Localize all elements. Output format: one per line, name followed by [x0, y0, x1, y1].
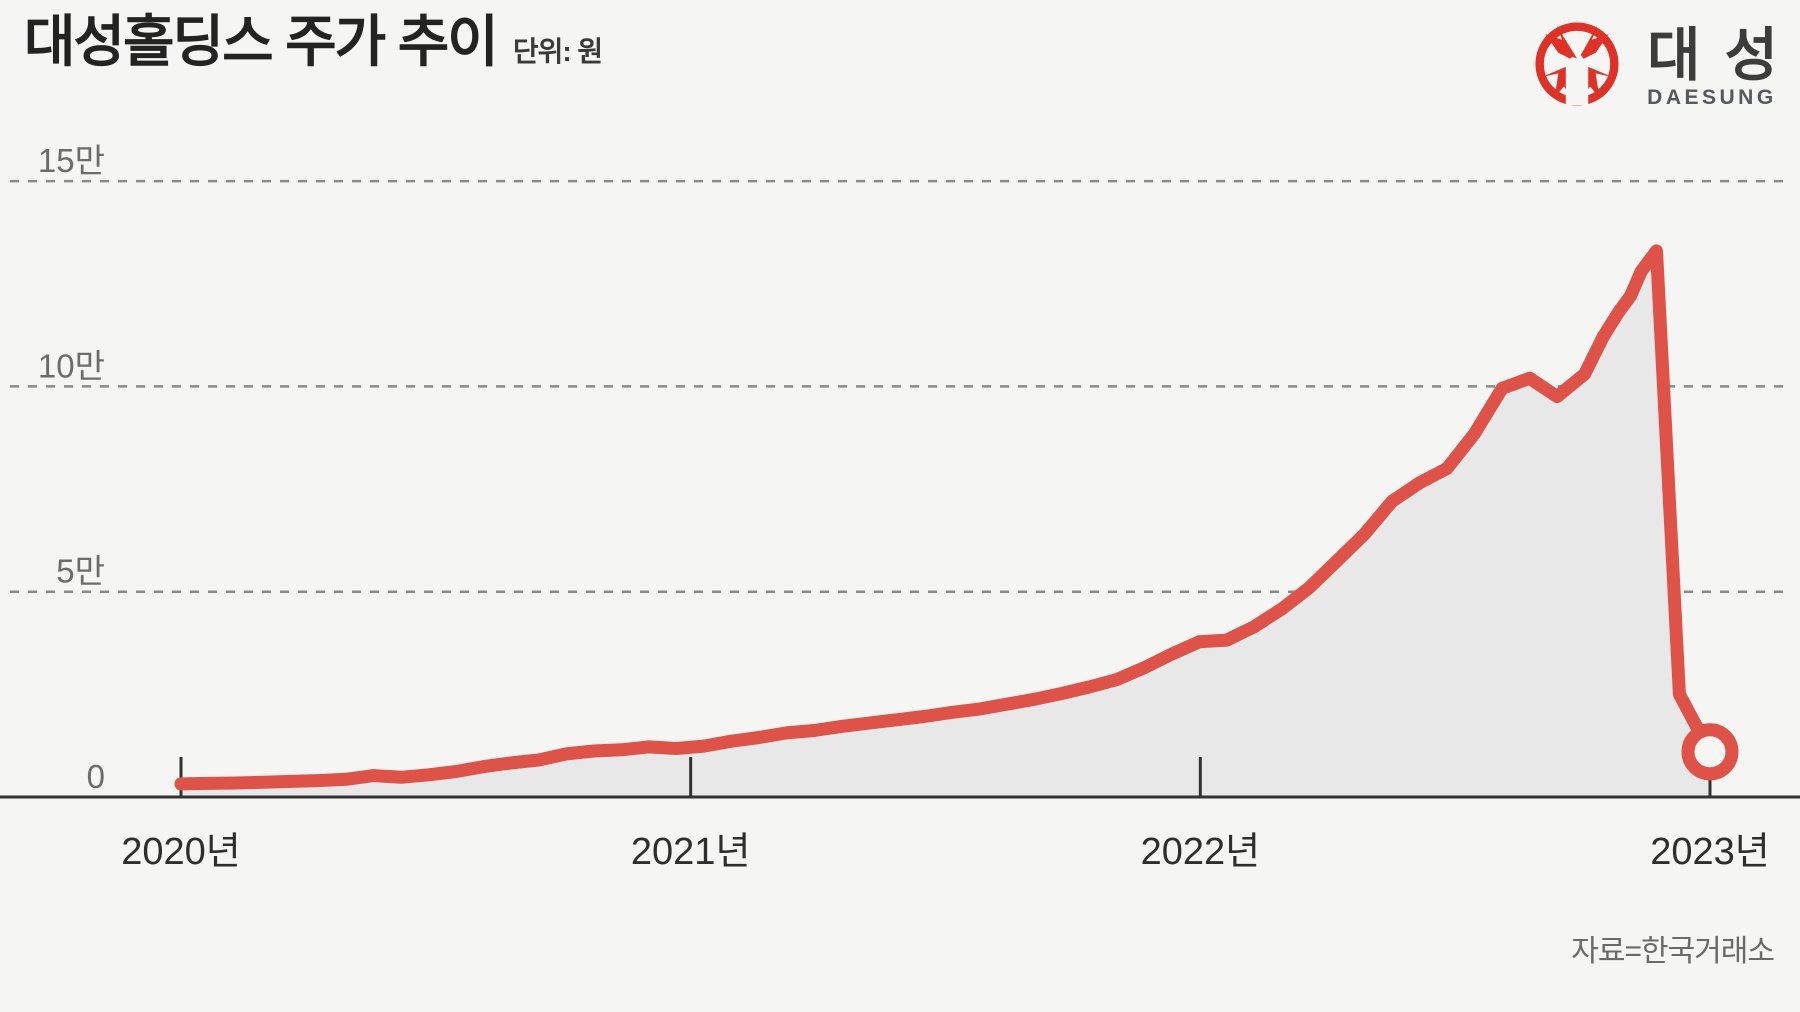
x-tick-label: 2021년	[631, 831, 751, 873]
logo-name-ko: 대 성	[1647, 22, 1782, 88]
y-tick-label: 15만	[38, 142, 105, 179]
logo-name-en: DAESUNG	[1647, 86, 1777, 110]
chart-canvas: 0 5만 10만 15만 2020년 2021년 2022년 2023년	[0, 140, 1800, 930]
y-tick-label: 0	[87, 758, 105, 795]
x-axis-labels-group: 2020년 2021년 2022년 2023년	[121, 831, 1770, 873]
logo-text-block: 대 성 DAESUNG	[1647, 20, 1782, 108]
chart-header: 대성홀딩스 주가 추이 단위: 원 대 성 DAESUNG	[0, 0, 1800, 140]
page-title: 대성홀딩스 주가 추이	[24, 10, 499, 73]
price-area-fill	[181, 250, 1710, 797]
x-tick-label: 2022년	[1141, 831, 1261, 873]
daesung-mark-icon	[1535, 22, 1619, 106]
end-point-marker	[1681, 723, 1739, 781]
unit-label: 단위: 원	[512, 36, 603, 67]
source-note: 자료=한국거래소	[1571, 935, 1775, 968]
x-tick-label: 2020년	[121, 831, 241, 873]
y-tick-label: 10만	[38, 347, 105, 384]
stock-price-area-chart: 0 5만 10만 15만 2020년 2021년 2022년 2023년	[0, 142, 1800, 873]
title-block: 대성홀딩스 주가 추이 단위: 원	[24, 10, 603, 73]
price-line	[174, 244, 1717, 791]
x-tick-label: 2023년	[1650, 831, 1770, 873]
y-axis-labels-group: 0 5만 10만 15만	[38, 142, 105, 795]
y-tick-label: 5만	[56, 553, 105, 590]
daesung-logo: 대 성 DAESUNG	[1521, 8, 1782, 120]
